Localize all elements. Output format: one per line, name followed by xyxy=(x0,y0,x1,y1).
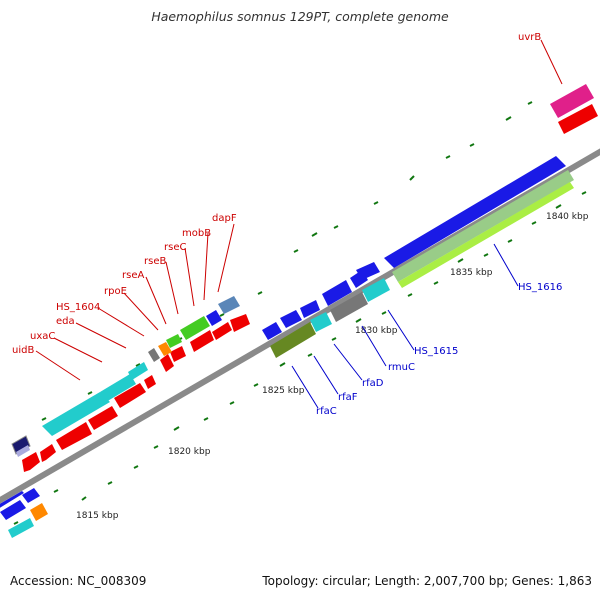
gene-green-a[interactable] xyxy=(166,334,182,348)
gene-green-pale-long[interactable] xyxy=(392,170,574,282)
gene-label-rseB: rseB xyxy=(144,256,166,267)
kbp-label-1815: 1815 kbp xyxy=(76,511,119,521)
gene-gray-a[interactable] xyxy=(330,292,368,322)
gene-cyan-c[interactable] xyxy=(362,278,390,302)
gene-orange-b[interactable] xyxy=(158,342,172,356)
gene-label-rseA: rseA xyxy=(122,270,144,281)
gene-cyan-b[interactable] xyxy=(310,312,332,332)
gene-label-eda: eda xyxy=(56,316,75,327)
blue-genes-mid[interactable] xyxy=(262,262,380,340)
gene-label-mobB: mobB xyxy=(182,228,211,239)
gene-label-dapF: dapF xyxy=(212,213,237,224)
genome-summary-text: Topology: circular; Length: 2,007,700 bp… xyxy=(262,574,592,588)
kbp-label-1820: 1820 kbp xyxy=(168,447,211,457)
gene-navy-b[interactable] xyxy=(16,445,30,457)
gene-blue-a[interactable] xyxy=(0,491,26,520)
gene-blue-b[interactable] xyxy=(22,488,40,503)
gene-blue-long[interactable] xyxy=(384,156,566,268)
red-genes-lower[interactable] xyxy=(22,314,250,472)
gene-label-rfaC: rfaC xyxy=(316,406,337,417)
gene-label-rpoE: rpoE xyxy=(104,286,127,297)
gene-label-rfaF: rfaF xyxy=(338,392,358,403)
gene-label-rmuC: rmuC xyxy=(388,362,415,373)
gene-olive-a[interactable] xyxy=(270,322,316,358)
map-title: Haemophilus somnus 129PT, complete genom… xyxy=(151,9,449,24)
label-leaders-blue xyxy=(291,243,519,409)
kbp-label-1835: 1835 kbp xyxy=(450,268,493,278)
gene-gray-small[interactable] xyxy=(148,348,160,362)
gene-label-uidB: uidB xyxy=(12,345,34,356)
kbp-label-1825: 1825 kbp xyxy=(262,386,305,396)
gene-orange-a[interactable] xyxy=(30,503,48,521)
genome-backbone xyxy=(0,148,600,504)
kbp-label-1840: 1840 kbp xyxy=(546,212,589,222)
label-leaders-red xyxy=(35,39,563,381)
gene-blue-c[interactable] xyxy=(206,310,222,326)
gene-label-uvrB: uvrB xyxy=(518,32,541,43)
gene-steel-a[interactable] xyxy=(218,296,240,314)
gene-lime-long[interactable] xyxy=(398,182,574,288)
kbp-label-1830: 1830 kbp xyxy=(355,326,398,336)
gene-red-right[interactable] xyxy=(558,104,598,134)
gene-cyan-a[interactable] xyxy=(8,518,34,538)
gene-label-rfaD: rfaD xyxy=(362,378,384,389)
gene-label-uxaC: uxaC xyxy=(30,331,55,342)
gene-label-HS_1615: HS_1615 xyxy=(414,346,458,357)
tick-marks-lower xyxy=(13,191,587,525)
cyan-genes[interactable] xyxy=(42,362,148,436)
accession-text: Accession: NC_008309 xyxy=(10,574,147,588)
gene-label-rseC: rseC xyxy=(164,242,186,253)
gene-navy-a[interactable] xyxy=(11,435,31,455)
gene-green-b[interactable] xyxy=(180,316,210,340)
gene-label-HS_1616: HS_1616 xyxy=(518,282,562,293)
gene-label-HS_1604: HS_1604 xyxy=(56,302,100,313)
gene-pink-uvrB[interactable] xyxy=(550,84,594,118)
